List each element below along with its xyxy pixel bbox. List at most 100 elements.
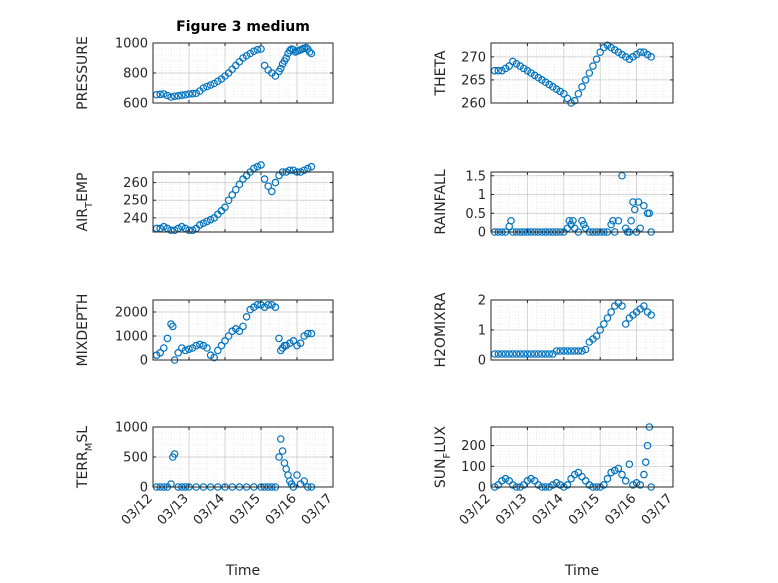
data-point [607, 308, 615, 316]
data-point [538, 350, 546, 358]
data-point [592, 55, 601, 63]
y-tick-label: 0 [140, 481, 148, 496]
data-point [501, 474, 510, 483]
data-point [214, 346, 222, 355]
data-point [519, 350, 528, 358]
y-tick-label: 1000 [115, 330, 148, 345]
data-point [609, 216, 617, 225]
data-point [293, 471, 301, 479]
data-point [221, 203, 229, 212]
data-point [276, 64, 285, 73]
data-point [203, 82, 211, 91]
data-point [188, 89, 197, 98]
data-point [563, 94, 572, 103]
data-point [596, 326, 605, 334]
y-tick-label: 0 [478, 354, 486, 369]
data-point [556, 347, 564, 355]
data-point [516, 350, 524, 358]
y-tick-label: 200 [461, 439, 486, 454]
y-tick-label: 800 [123, 67, 148, 82]
data-point [307, 329, 316, 338]
data-point [565, 216, 574, 225]
x-tick-label: 03/14 [530, 491, 567, 528]
data-point [640, 302, 648, 310]
data-point [285, 46, 294, 55]
data-point [302, 43, 310, 52]
data-point [607, 468, 615, 477]
data-point [501, 350, 510, 358]
data-point [163, 91, 172, 100]
series-h2omixra [490, 299, 655, 358]
y-tick-label: 500 [123, 451, 148, 466]
data-point [585, 69, 594, 77]
y-tick-label: 0.5 [465, 207, 486, 222]
data-point [185, 345, 193, 354]
axes-box [152, 299, 334, 361]
series-theta [490, 41, 655, 107]
x-tick-label: 03/17 [639, 491, 676, 528]
subplot-theta: 260 265 270 THETA [433, 41, 674, 112]
data-point [275, 453, 283, 461]
y-tick-label: 265 [461, 73, 486, 88]
data-point [614, 216, 623, 225]
data-point [221, 336, 229, 345]
y-tick-label: 0 [478, 226, 486, 241]
x-axis-label: Time [225, 563, 260, 579]
data-point [603, 314, 612, 322]
data-point [276, 435, 285, 443]
data-point [640, 470, 648, 479]
data-point [645, 209, 654, 218]
data-point [643, 441, 652, 450]
data-point [527, 474, 535, 483]
y-tick-label: 1000 [115, 37, 148, 52]
data-point [559, 347, 568, 355]
data-point [253, 162, 262, 171]
data-point [289, 336, 298, 345]
data-point [498, 350, 506, 358]
data-point [260, 61, 269, 70]
data-point [567, 347, 575, 355]
data-point [634, 198, 643, 206]
y-tick-label: 270 [461, 50, 486, 65]
data-point [641, 458, 650, 466]
data-point [589, 62, 597, 70]
y-tick-label: 260 [461, 97, 486, 112]
axes-box [490, 426, 674, 488]
y-tick-label: 1 [478, 324, 486, 339]
data-point [569, 216, 577, 225]
data-point [167, 93, 175, 101]
data-point [585, 481, 594, 489]
data-point [647, 53, 655, 61]
y-tick-label: 100 [461, 460, 486, 475]
data-point [494, 350, 503, 358]
subplot-pressure: 600 800 1000 PRESSURE Figure 3 medium [75, 19, 334, 112]
data-point [629, 198, 637, 206]
subplot-rainfall: 0 0.5 1 1.5 RAINFALL [433, 169, 674, 241]
data-point [271, 303, 280, 312]
data-point [505, 62, 514, 70]
y-tick-label: 600 [123, 97, 148, 112]
x-tick-label: 03/17 [299, 491, 336, 528]
data-point [627, 216, 635, 225]
data-point [581, 345, 590, 354]
data-point [552, 479, 561, 487]
data-point [578, 83, 586, 91]
data-point [296, 339, 305, 348]
data-point [494, 66, 503, 75]
data-point [217, 341, 226, 350]
data-point [600, 320, 608, 328]
data-point [614, 464, 623, 473]
data-point [300, 166, 309, 175]
y-axis-label: PRESSURE [75, 36, 91, 110]
axes-box [490, 171, 674, 233]
y-tick-label: 1 [478, 188, 486, 203]
y-tick-label: 240 [123, 211, 148, 226]
subplot-h2omixra: 0 1 2 H2OMIXRA [433, 292, 674, 369]
series-mixdepth [152, 300, 316, 364]
data-point [160, 344, 168, 352]
y-tick-label: 2000 [115, 306, 148, 321]
data-point [228, 191, 237, 199]
data-point [253, 45, 262, 54]
